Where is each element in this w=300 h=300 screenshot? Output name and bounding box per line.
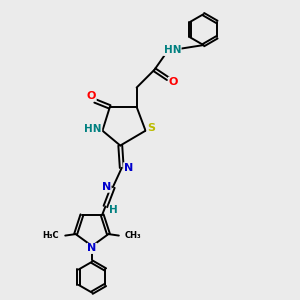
Text: CH₃: CH₃ xyxy=(125,231,141,240)
Text: HN: HN xyxy=(84,124,102,134)
Text: S: S xyxy=(147,123,155,133)
Text: H₃C: H₃C xyxy=(43,231,59,240)
Text: N: N xyxy=(102,182,111,192)
Text: HN: HN xyxy=(164,45,181,56)
Text: H: H xyxy=(110,205,118,215)
Text: O: O xyxy=(169,77,178,87)
Text: N: N xyxy=(87,243,97,254)
Text: N: N xyxy=(124,163,133,173)
Text: O: O xyxy=(87,91,96,100)
